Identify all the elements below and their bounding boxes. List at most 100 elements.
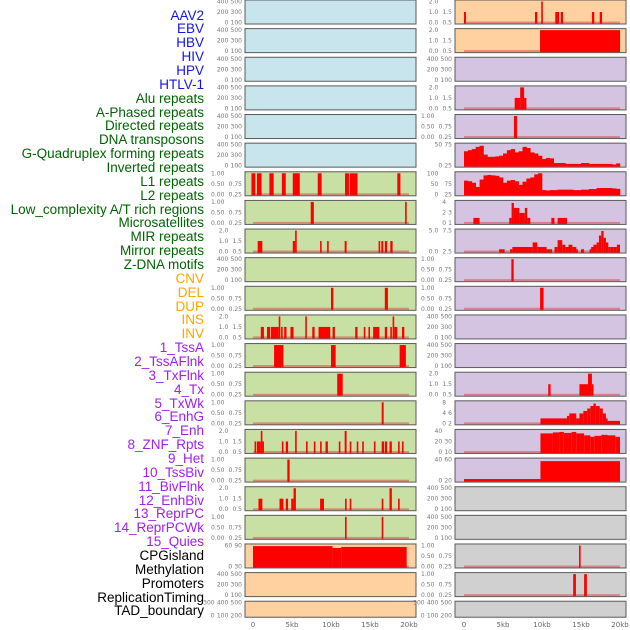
histogram-bar	[557, 162, 562, 167]
y-tick-label: 0.75	[439, 582, 453, 589]
y-tick-label: 400	[217, 56, 229, 63]
histogram-bar	[464, 180, 469, 196]
bar	[540, 433, 553, 453]
histogram-bar	[483, 175, 488, 196]
bar	[356, 441, 359, 453]
bar	[285, 498, 289, 511]
bar	[338, 441, 341, 453]
bar	[520, 87, 525, 110]
histogram-bar	[569, 163, 574, 167]
y-tick-label: 1.5	[232, 238, 242, 245]
bar	[541, 1, 543, 24]
y-tick-label: 0.75	[439, 124, 453, 131]
bar	[381, 516, 384, 539]
bar	[540, 418, 567, 425]
histogram-bar	[538, 155, 543, 167]
y-tick-label: 200	[217, 124, 229, 131]
bar	[532, 242, 538, 253]
bar	[398, 441, 400, 453]
y-tick-label: 1.00	[211, 514, 225, 521]
y-tick-label: 0.0	[429, 392, 439, 399]
y-tick-label: 300	[441, 496, 453, 503]
y-tick-label: 0.00	[211, 306, 225, 313]
bar	[579, 384, 589, 396]
histogram-bar	[467, 181, 473, 196]
y-tick-label: 3	[448, 209, 452, 216]
bar	[524, 207, 528, 224]
histogram-bar	[534, 174, 539, 196]
y-tick-label: 30	[444, 438, 452, 445]
y-tick-label: 1.00	[211, 170, 225, 177]
y-tick-label: 400	[217, 84, 229, 91]
y-tick-label: 0.0	[429, 48, 439, 55]
y-tick-label: 300	[231, 582, 243, 589]
bar	[601, 434, 608, 453]
panel-background	[244, 600, 417, 618]
y-tick-label: 0.0	[429, 105, 439, 112]
y-tick-label: 0	[434, 191, 438, 198]
bar	[390, 326, 392, 339]
y-tick-label: 0.75	[439, 553, 453, 560]
y-tick-label: 0	[434, 506, 438, 513]
y-tick-label: 50	[431, 181, 439, 188]
histogram-bar	[557, 189, 562, 196]
y-tick-label: 200	[427, 524, 439, 531]
bar	[473, 217, 480, 224]
y-tick-label: 0.50	[211, 524, 225, 531]
bar	[306, 441, 308, 453]
track-label: Low_complexity A/T rich regions	[10, 201, 204, 217]
histogram-bar	[526, 178, 531, 196]
bar	[260, 430, 263, 453]
bar	[602, 413, 606, 425]
bar	[345, 498, 347, 511]
bar	[401, 326, 405, 339]
histogram-bar	[565, 189, 570, 196]
bar	[610, 246, 614, 253]
y-tick-label: 10	[444, 449, 452, 456]
y-tick-label: 1.0	[219, 438, 229, 445]
y-tick-label: 100	[231, 105, 243, 112]
bar	[565, 246, 569, 253]
bar	[279, 498, 284, 511]
bar	[540, 30, 620, 53]
track-label: INS	[181, 312, 204, 328]
y-tick-label: 0.00	[211, 220, 225, 227]
y-tick-label: 500	[231, 27, 243, 34]
y-tick-label: 0	[434, 363, 438, 370]
y-tick-label: 0.75	[229, 181, 243, 188]
y-tick-label: 400	[427, 514, 439, 521]
bar	[599, 12, 603, 24]
bar	[381, 241, 384, 253]
y-tick-label: 0	[434, 77, 438, 84]
track-label: INV	[181, 326, 204, 342]
y-tick-label: 2.0	[429, 0, 439, 6]
y-tick-label: 0	[224, 20, 228, 27]
y-tick-label: 400	[427, 342, 439, 349]
bar	[499, 249, 505, 253]
y-tick-label: 200	[217, 38, 229, 45]
y-tick-label: 75	[444, 142, 452, 149]
y-tick-label: 0.00	[421, 306, 435, 313]
y-tick-label: 1.00	[211, 457, 225, 464]
y-tick-label: 5.0	[429, 228, 439, 235]
bar	[401, 441, 404, 453]
y-tick-label: 300	[231, 267, 243, 274]
histogram-bar	[506, 150, 512, 167]
bar	[378, 241, 381, 253]
y-tick-label: 2	[442, 209, 446, 216]
y-tick-label: 500	[231, 56, 243, 63]
histogram-bar	[596, 163, 601, 167]
y-tick-label: 0.00	[421, 563, 435, 570]
track-label: Alu repeats	[135, 90, 204, 106]
y-tick-label: 1.00	[211, 399, 225, 406]
y-tick-label: 0.25	[439, 277, 453, 284]
bar	[542, 246, 547, 253]
bar	[327, 241, 329, 253]
histogram-bar	[616, 163, 621, 167]
y-tick-label: 200	[217, 267, 229, 274]
bar	[605, 418, 608, 425]
y-tick-label: 0.5	[442, 392, 452, 399]
track-label: L2 repeats	[140, 187, 204, 203]
histogram-bar	[600, 163, 605, 167]
y-tick-label: 300	[441, 353, 453, 360]
